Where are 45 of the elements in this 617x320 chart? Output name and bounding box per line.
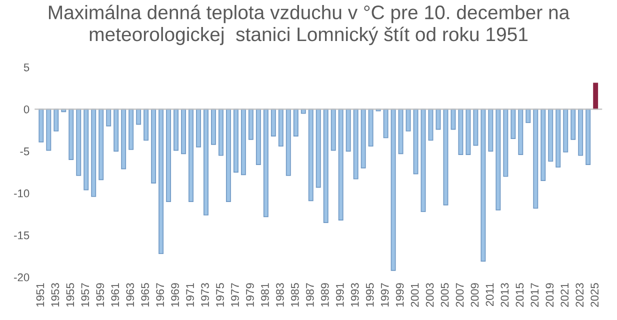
x-tick-label: 1997 (380, 283, 389, 307)
x-tick-label: 1977 (231, 283, 239, 307)
x-tick-label: 2017 (530, 283, 539, 307)
x-tick-label: 1989 (320, 283, 329, 307)
y-tick-label: 5 (24, 64, 30, 72)
x-tick-label: 1965 (141, 283, 150, 307)
x-tick-label: 1973 (201, 283, 209, 307)
x-tick-label: 1971 (186, 283, 194, 307)
x-tick-label: 2001 (410, 283, 419, 307)
y-tick-label: 0 (24, 105, 30, 114)
x-tick-label: 2009 (470, 283, 479, 307)
x-tick-label: 2011 (486, 283, 494, 306)
x-tick-label: 1957 (81, 283, 90, 307)
x-tick-label: 1953 (51, 283, 60, 307)
x-tick-label: 2025 (590, 283, 599, 307)
x-tick-label: 1955 (66, 283, 74, 307)
x-tick-label: 2003 (426, 283, 434, 307)
x-tick-label: 1987 (306, 283, 314, 307)
x-tick-label: 1995 (366, 283, 374, 307)
x-tick-label: 1951 (36, 283, 44, 307)
x-tick-label: 1985 (291, 283, 299, 307)
chart-title: Maximálna denná teplota vzduchu v °C pre 10. december na meteorologickej stanici Lomnický štít od roku 1951 (48, 4, 570, 46)
x-tick-label: 1983 (276, 283, 284, 307)
x-tick-label: 1961 (111, 283, 120, 307)
x-tick-label: 1975 (216, 283, 224, 307)
x-tick-label: 2021 (560, 283, 569, 307)
x-tick-label: 2023 (576, 283, 584, 307)
x-tick-label: 1969 (171, 283, 180, 307)
x-tick-label: 2013 (500, 283, 509, 307)
x-tick-label: 1967 (156, 283, 164, 307)
x-tick-label: 1963 (126, 283, 134, 307)
x-tick-label: 2007 (456, 283, 464, 307)
x-tick-label: 2019 (546, 283, 554, 307)
x-tick-label: 2005 (440, 283, 449, 307)
y-tick-label: -10 (14, 189, 30, 198)
x-tick-label: 1981 (261, 283, 269, 307)
y-tick-label: -5 (20, 148, 30, 156)
y-tick-label: -20 (14, 273, 30, 282)
y-tick-label: -15 (14, 232, 30, 240)
x-tick-label: 2015 (516, 283, 524, 307)
x-tick-label: 1993 (350, 283, 359, 307)
x-tick-label: 1959 (96, 283, 104, 307)
x-tick-label: 1999 (396, 283, 404, 307)
x-tick-label: 1979 (246, 283, 254, 307)
x-tick-label: 1991 (336, 283, 344, 307)
